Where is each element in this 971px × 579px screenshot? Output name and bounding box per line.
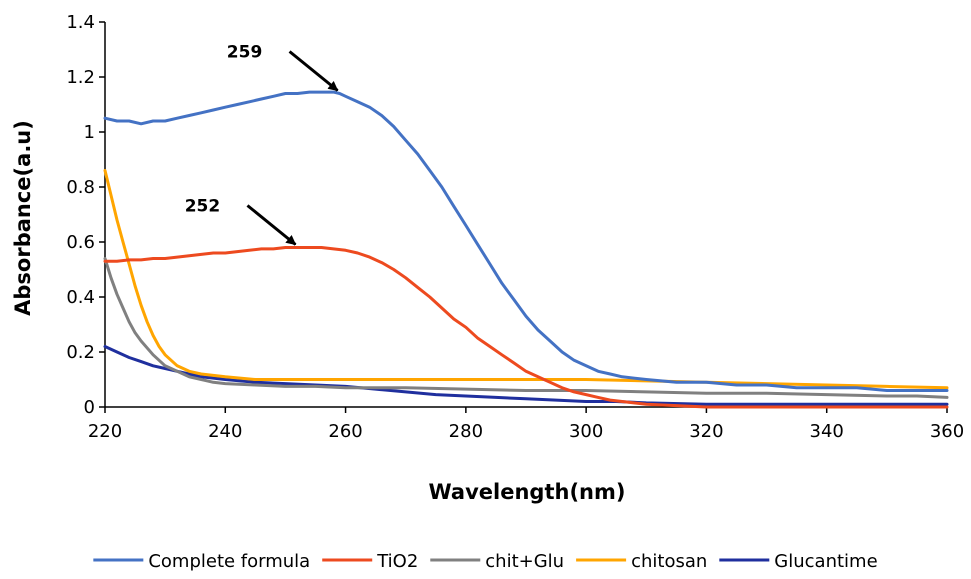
annotation-label: 259 [227, 43, 263, 63]
legend-label: TiO2 [376, 551, 418, 572]
annotation-arrow [288, 50, 339, 92]
y-tick-label: 1 [84, 122, 95, 143]
x-axis-title: Wavelength(nm) [429, 480, 626, 504]
series-line-tio2 [103, 246, 949, 409]
x-tick-label: 220 [88, 421, 122, 442]
y-tick-label: 1.2 [66, 67, 95, 88]
legend-label: Complete formula [148, 551, 310, 572]
y-axis-title: Absorbance(a.u) [11, 120, 35, 316]
y-tick-label: 0.4 [66, 287, 95, 308]
x-tick-label: 260 [328, 421, 362, 442]
legend-label: chit+Glu [485, 551, 564, 572]
axes: 0 0.2 0.4 0.6 0.8 1 1.2 1.4 220 240 260 280 300 320 34… [66, 12, 964, 442]
y-tick-label: 0.8 [66, 177, 95, 198]
legend: Complete formula TiO2 chit+Glu chitosan Gluc… [93, 551, 878, 572]
x-tick-label: 340 [810, 421, 844, 442]
legend-label: chitosan [631, 551, 707, 572]
series-line-chitosan [103, 169, 949, 390]
annotations-group: 259 252 [185, 43, 339, 246]
y-tick-label: 0 [84, 397, 95, 418]
x-tick-label: 280 [449, 421, 483, 442]
y-tick-label: 0.6 [66, 232, 95, 253]
x-tick-label: 360 [930, 421, 964, 442]
legend-label: Glucantime [774, 551, 877, 572]
annotation-arrow [246, 204, 297, 246]
y-tick-label: 0.2 [66, 342, 95, 363]
annotation-label: 252 [185, 197, 221, 217]
series-line-chit-glu [103, 257, 949, 399]
x-tick-label: 300 [569, 421, 603, 442]
x-tick-label: 240 [208, 421, 242, 442]
y-tick-label: 1.4 [66, 12, 95, 33]
series-group [103, 90, 949, 409]
series-line-complete-formula [103, 90, 949, 392]
x-tick-label: 320 [689, 421, 723, 442]
